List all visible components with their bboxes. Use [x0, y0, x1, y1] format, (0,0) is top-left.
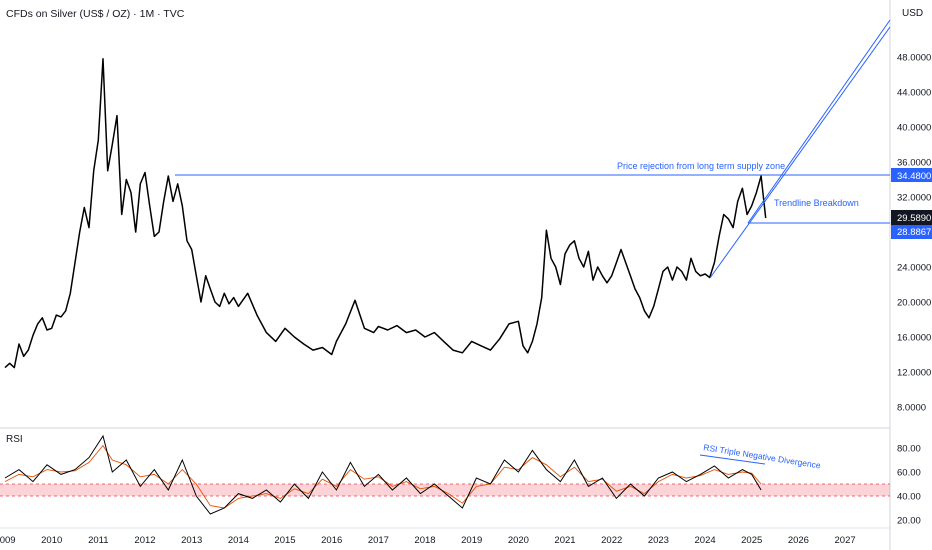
rsi-band-group [0, 483, 890, 497]
trendline-annotation[interactable]: Trendline Breakdown [774, 198, 859, 208]
price-tick-label: 24.0000 [897, 263, 931, 274]
rsi-tick-label: 40.00 [897, 492, 921, 503]
currency-label[interactable]: USD [902, 8, 923, 19]
time-tick-label: 2016 [321, 535, 342, 546]
rsi-band [0, 484, 890, 496]
time-tick-label: 2022 [601, 535, 622, 546]
rsi-tick-label: 80.00 [897, 444, 921, 455]
last-price-tag-bg [891, 210, 932, 225]
resistance-price-tag-bg [891, 168, 932, 182]
price-tick-label: 32.0000 [897, 193, 931, 204]
rsi-divergence-annotation[interactable]: RSI Triple Negative Divergence [703, 442, 822, 470]
resistance-price-tag: 34.4800 [897, 171, 931, 182]
time-tick-label: 2017 [368, 535, 389, 546]
rsi-tick-label: 60.00 [897, 468, 921, 479]
chart-title: CFDs on Silver (US$ / OZ) · 1M · TVC [6, 8, 185, 20]
price-line[interactable] [4, 58, 767, 369]
price-series-group [4, 58, 767, 369]
time-tick-label: 2014 [228, 535, 249, 546]
rsi-series-group [4, 434, 762, 515]
time-tick-label: 2027 [835, 535, 856, 546]
time-tick-label: 2013 [181, 535, 202, 546]
time-tick-label: 2018 [414, 535, 435, 546]
trendline-upper[interactable] [747, 19, 891, 224]
price-tick-label: 44.0000 [897, 88, 931, 99]
rsi-label: RSI [6, 434, 23, 445]
rsi-line[interactable] [4, 434, 762, 515]
time-tick-label: 2026 [788, 535, 809, 546]
price-tick-label: 20.0000 [897, 298, 931, 309]
price-tick-label: 36.0000 [897, 158, 931, 169]
price-tick-label: 16.0000 [897, 333, 931, 344]
time-axis[interactable]: 2009 2010 2011 2012 2013 2014 2015 2016 2017 2018… [0, 535, 856, 546]
time-tick-label: 2025 [741, 535, 762, 546]
support-price-tag-bg [891, 225, 932, 239]
time-tick-label: 2015 [274, 535, 295, 546]
supply-zone-annotation[interactable]: Price rejection from long term supply zo… [617, 161, 785, 171]
rsi-divergence-line[interactable] [699, 454, 766, 465]
price-tick-label: 8.0000 [897, 403, 926, 414]
time-tick-label: 2011 [88, 535, 108, 546]
rsi-tick-label: 20.00 [897, 516, 921, 527]
support-price-tag: 28.8867 [897, 227, 931, 238]
time-tick-label: 2024 [695, 535, 716, 546]
price-tick-label: 12.0000 [897, 368, 931, 379]
price-tick-label: 40.0000 [897, 123, 931, 134]
time-tick-label: 2020 [508, 535, 529, 546]
time-tick-label: 2012 [134, 535, 155, 546]
time-tick-label: 2023 [648, 535, 669, 546]
time-tick-label: 2010 [41, 535, 62, 546]
price-tick-label: 48.0000 [897, 53, 931, 64]
time-tick-label: 2021 [554, 535, 575, 546]
time-tick-label: 2019 [461, 535, 482, 546]
rsi-axis[interactable]: 80.00 60.00 40.00 20.00 [897, 444, 921, 527]
trendline-lower[interactable] [709, 26, 891, 279]
time-tick-label: 2009 [0, 535, 16, 546]
last-price-tag: 29.5890 [897, 213, 931, 224]
rsi-signal-line[interactable] [4, 444, 762, 509]
